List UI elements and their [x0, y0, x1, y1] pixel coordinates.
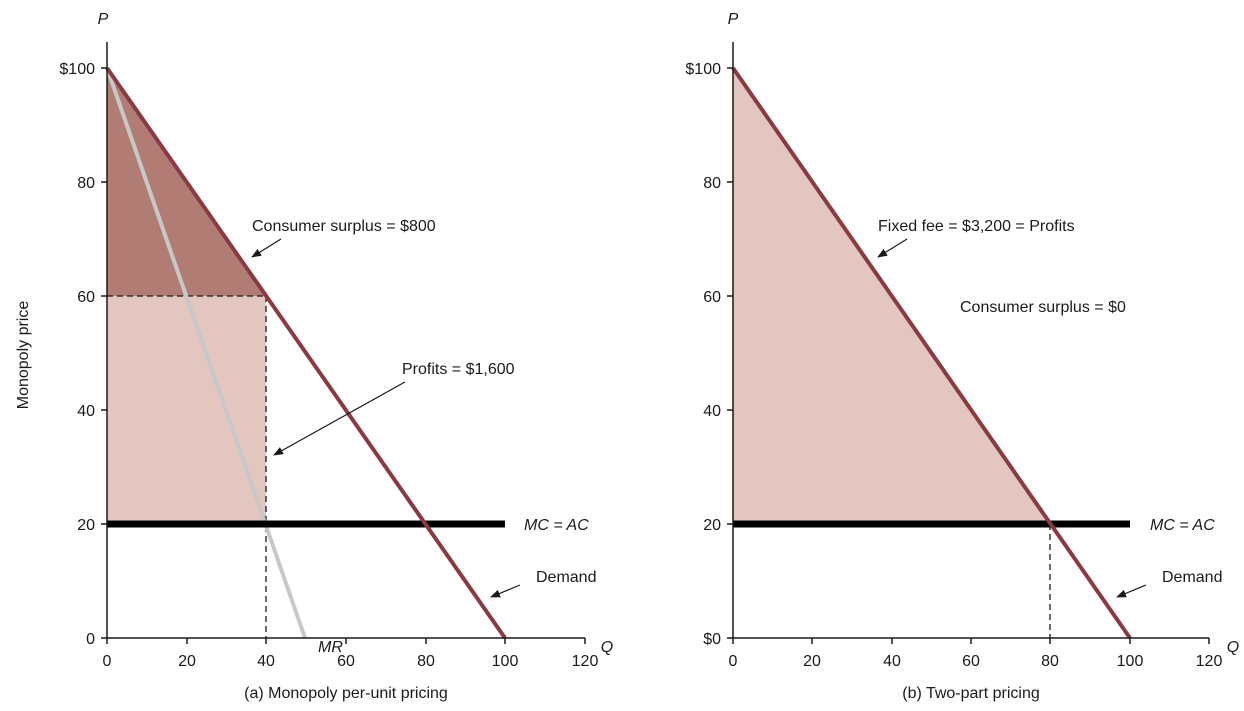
x-tick-label: 100 — [492, 653, 519, 670]
panel-b-x-ticks: 0 20 40 60 80 100 120 — [729, 638, 1223, 670]
y-tick-label: $0 — [703, 631, 721, 648]
panel-a-x-axis-symbol: Q — [601, 639, 613, 656]
panel-a-x-ticks: 0 20 40 60 80 100 120 — [103, 638, 599, 670]
x-tick-label: 100 — [1117, 653, 1144, 670]
panel-a-mr-label: MR — [318, 639, 343, 656]
y-tick-label: 80 — [77, 175, 95, 192]
panel-a-guides — [107, 295, 267, 638]
panel-b-annotations: Fixed fee = $3,200 = Profits Consumer su… — [877, 218, 1222, 598]
y-tick-label: 40 — [703, 403, 721, 420]
x-tick-label: 80 — [417, 653, 435, 670]
panel-a-demand-line — [105, 66, 507, 640]
x-tick-label: 20 — [178, 653, 196, 670]
panel-a-consumer-surplus-label: Consumer surplus = $800 — [252, 218, 436, 235]
panel-b-axes: 0 20 40 60 80 100 120 $0 20 40 60 80 — [685, 11, 1239, 670]
panel-a-y-axis-title: Monopoly price — [15, 301, 32, 410]
x-tick-label: 20 — [803, 653, 821, 670]
y-tick-label: $100 — [685, 61, 721, 78]
y-tick-label: 0 — [86, 631, 95, 648]
panel-b-y-ticks: $0 20 40 60 80 $100 — [685, 61, 733, 648]
panel-b-fixed-fee-label: Fixed fee = $3,200 = Profits — [878, 218, 1075, 235]
panel-b: 0 20 40 60 80 100 120 $0 20 40 60 80 — [685, 11, 1239, 702]
x-tick-label: 60 — [337, 653, 355, 670]
panel-a-mr-line — [105, 67, 307, 639]
y-tick-label: 60 — [703, 289, 721, 306]
panel-b-caption: (b) Two-part pricing — [902, 685, 1040, 702]
y-tick-label: 80 — [703, 175, 721, 192]
y-tick-label: 20 — [703, 517, 721, 534]
panel-a-consumer-surplus-arrow — [251, 238, 282, 258]
panel-a: 0 20 40 60 80 100 120 0 20 40 60 80 — [15, 11, 613, 702]
y-tick-label: 60 — [77, 289, 95, 306]
panel-b-demand-label: Demand — [1162, 569, 1222, 586]
x-tick-label: 80 — [1041, 653, 1059, 670]
panel-b-mc-label: MC = AC — [1150, 517, 1215, 534]
panel-b-demand-line — [731, 66, 1132, 640]
panel-b-consumer-surplus-label: Consumer surplus = $0 — [960, 299, 1126, 316]
x-tick-label: 40 — [257, 653, 275, 670]
panel-a-axes: 0 20 40 60 80 100 120 0 20 40 60 80 — [15, 11, 613, 670]
y-tick-label: $100 — [59, 61, 95, 78]
panel-a-caption: (a) Monopoly per-unit pricing — [244, 685, 448, 702]
panel-b-y-axis-symbol: P — [728, 11, 739, 28]
y-tick-label: 20 — [77, 517, 95, 534]
x-tick-label: 0 — [729, 653, 738, 670]
panel-a-y-axis-symbol: P — [98, 11, 109, 28]
panel-a-profits-label: Profits = $1,600 — [402, 361, 515, 378]
panel-a-annotations: Consumer surplus = $800 Profits = $1,600… — [251, 218, 596, 656]
x-tick-label: 40 — [883, 653, 901, 670]
panel-a-demand-label: Demand — [536, 569, 596, 586]
panel-a-mc-label: MC = AC — [524, 517, 589, 534]
x-tick-label: 120 — [1196, 653, 1223, 670]
panel-b-fixed-fee-arrow — [877, 238, 908, 258]
x-tick-label: 120 — [572, 653, 599, 670]
panel-b-x-axis-symbol: Q — [1227, 639, 1239, 656]
panel-a-profit-area — [107, 296, 266, 524]
y-tick-label: 40 — [77, 403, 95, 420]
panel-a-y-ticks: 0 20 40 60 80 $100 — [59, 61, 107, 648]
panel-b-demand-arrow — [1116, 584, 1147, 598]
x-tick-label: 60 — [962, 653, 980, 670]
panel-a-demand-arrow — [490, 584, 521, 598]
panel-a-profits-arrow — [273, 381, 406, 456]
x-tick-label: 0 — [103, 653, 112, 670]
